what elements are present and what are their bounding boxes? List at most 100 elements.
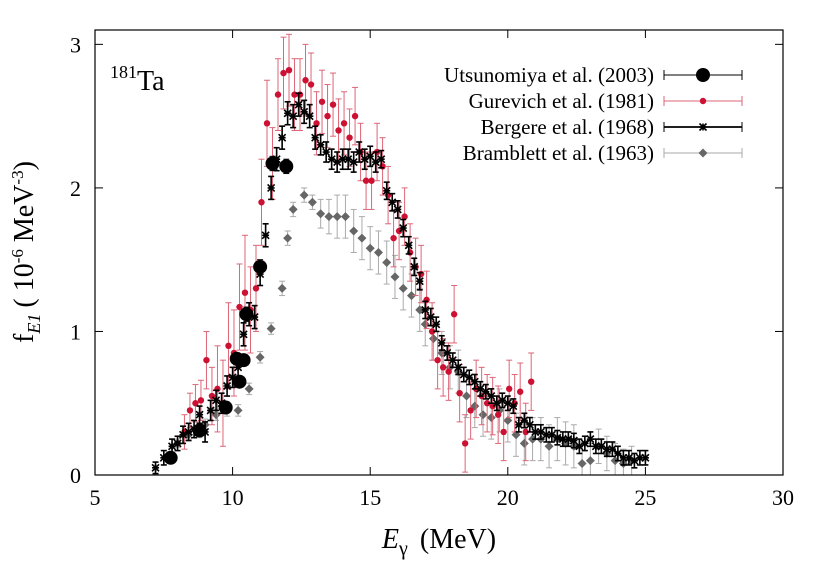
data-point	[613, 449, 622, 458]
data-point	[163, 450, 178, 465]
data-point	[462, 391, 472, 401]
data-point	[492, 399, 501, 408]
data-point	[489, 402, 496, 410]
data-point	[465, 373, 474, 382]
series-1	[163, 155, 294, 465]
data-point	[478, 410, 488, 420]
data-point	[547, 430, 556, 439]
data-point	[531, 427, 540, 437]
data-point	[239, 307, 254, 322]
series-layer	[151, 33, 650, 476]
data-point	[505, 385, 513, 393]
plot-frame	[94, 29, 784, 476]
y-axis-symbol: f	[9, 333, 40, 343]
data-point	[553, 433, 562, 442]
data-point	[641, 453, 650, 462]
data-point	[432, 320, 441, 329]
data-point	[390, 272, 400, 282]
data-point	[415, 277, 424, 286]
data-point	[498, 396, 507, 405]
data-point	[324, 212, 334, 222]
data-point	[487, 391, 496, 401]
data-point	[368, 177, 375, 184]
data-point	[503, 399, 512, 408]
data-point	[261, 231, 270, 240]
data-point	[624, 453, 633, 462]
data-point	[371, 157, 380, 167]
data-point	[456, 389, 463, 397]
data-point	[184, 427, 193, 437]
data-point	[236, 303, 243, 311]
data-point	[377, 155, 386, 164]
data-point	[577, 459, 587, 469]
data-point	[335, 127, 342, 134]
legend-label: Bergere et al. (1968)	[481, 115, 654, 139]
data-point	[365, 243, 375, 253]
data-point	[437, 338, 446, 348]
data-point	[382, 186, 391, 195]
data-point	[197, 397, 205, 404]
y-axis-title: fE1 ( 10-6 MeV-3)	[8, 161, 44, 343]
data-point	[313, 120, 320, 127]
data-point	[351, 112, 359, 120]
data-point	[357, 233, 367, 243]
data-point	[311, 133, 320, 142]
y-axis-unit-mid: MeV	[9, 185, 40, 250]
data-point	[316, 140, 325, 149]
data-point	[274, 91, 282, 98]
data-point	[322, 147, 331, 157]
data-point	[619, 453, 628, 462]
x-axis-symbol: E	[381, 524, 399, 555]
data-point	[253, 259, 268, 274]
data-point	[267, 183, 276, 192]
data-point	[454, 363, 463, 372]
data-point	[318, 98, 326, 105]
data-point	[338, 155, 347, 164]
data-point	[294, 100, 303, 109]
data-point	[279, 159, 294, 174]
data-point	[420, 319, 430, 329]
x-tick-label: 15	[359, 485, 381, 510]
data-point	[382, 258, 392, 268]
data-point	[214, 385, 221, 393]
x-tick-label: 5	[90, 485, 101, 510]
data-point	[421, 305, 430, 314]
data-point	[476, 384, 485, 393]
data-point	[362, 177, 370, 184]
data-point	[470, 377, 479, 386]
legend-label: Bramblett et al. (1963)	[463, 141, 654, 165]
data-point	[305, 112, 314, 121]
data-point	[360, 155, 369, 164]
data-point	[585, 456, 595, 466]
data-point	[635, 453, 644, 462]
x-axis-subscript: γ	[398, 538, 408, 560]
data-point	[266, 324, 276, 334]
data-point	[195, 410, 204, 419]
y-axis-unit-open: ( 10	[9, 263, 40, 307]
data-point	[514, 420, 523, 429]
data-point	[329, 101, 337, 108]
data-point	[395, 227, 403, 235]
x-tick-label: 30	[772, 485, 794, 510]
data-point	[206, 406, 215, 415]
data-point	[186, 407, 194, 414]
data-point	[597, 442, 606, 451]
data-point	[509, 402, 518, 411]
data-point	[258, 199, 265, 206]
data-point	[340, 212, 350, 222]
data-point	[486, 413, 496, 423]
data-point	[410, 262, 419, 271]
data-point	[228, 373, 237, 382]
data-point	[564, 435, 573, 444]
data-point	[223, 381, 232, 391]
data-point	[218, 400, 233, 415]
data-point	[291, 91, 298, 98]
data-point	[443, 348, 452, 358]
data-point	[167, 442, 177, 451]
data-point	[211, 410, 221, 420]
data-point	[192, 400, 199, 407]
data-point	[388, 198, 397, 207]
data-point	[333, 157, 342, 167]
data-point	[265, 156, 280, 171]
